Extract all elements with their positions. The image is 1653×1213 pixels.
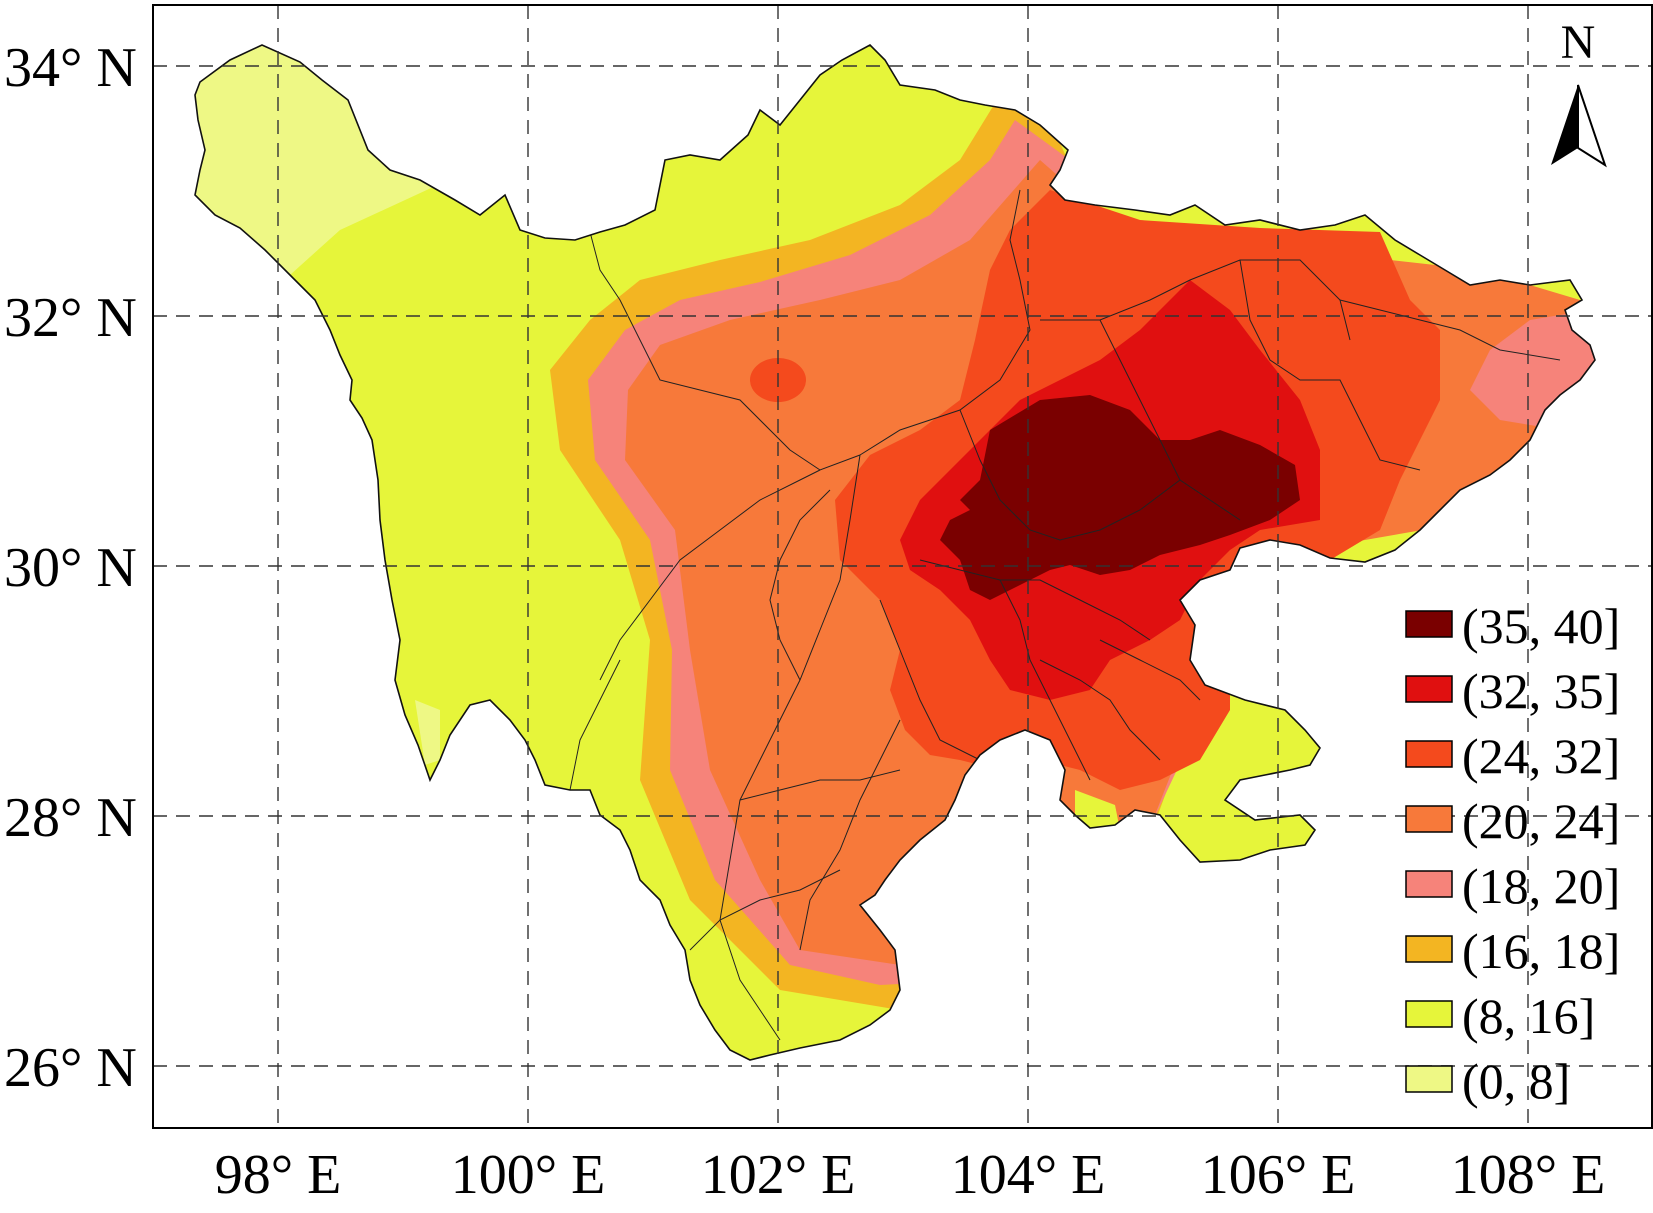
north-arrow-left-icon (1551, 85, 1578, 165)
map-frame (152, 4, 1653, 1129)
lon-label-104: 104° E (951, 1144, 1106, 1206)
legend-label: (35, 40] (1462, 598, 1620, 654)
legend-label: (32, 35] (1462, 663, 1620, 719)
legend-label: (18, 20] (1462, 858, 1620, 914)
legend-label: (24, 32] (1462, 728, 1620, 784)
lon-label-106: 106° E (1201, 1144, 1356, 1206)
lon-label-98: 98° E (215, 1144, 342, 1206)
north-arrow: N (1551, 16, 1607, 168)
longitude-labels: 98° E 100° E 102° E 104° E 106° E 108° E (215, 1144, 1606, 1206)
legend-swatch (1405, 675, 1453, 703)
graticule (153, 5, 1653, 1128)
latitude-labels: 34° N 32° N 30° N 28° N 26° N (4, 37, 137, 1099)
zone-8-16-south (1075, 790, 1120, 830)
lat-label-32: 32° N (4, 287, 137, 349)
lon-label-108: 108° E (1451, 1144, 1606, 1206)
legend-label: (20, 24] (1462, 793, 1620, 849)
lat-label-34: 34° N (4, 37, 137, 99)
legend-label: (8, 16] (1462, 988, 1595, 1044)
legend-swatch (1405, 805, 1453, 833)
district-boundaries (569, 189, 1561, 1041)
lat-label-30: 30° N (4, 537, 137, 599)
lat-label-28: 28° N (4, 787, 137, 849)
legend-swatch (1405, 870, 1453, 898)
zone-35-40 (940, 395, 1300, 600)
legend-swatch (1405, 1000, 1453, 1028)
lat-label-26: 26° N (4, 1037, 137, 1099)
legend-swatch (1405, 740, 1453, 768)
lon-label-102: 102° E (701, 1144, 856, 1206)
zone-0-8-small (415, 700, 440, 765)
legend-swatch (1405, 610, 1453, 638)
legend-label: (16, 18] (1462, 923, 1620, 979)
lon-label-100: 100° E (451, 1144, 606, 1206)
north-label: N (1561, 16, 1596, 69)
legend: (35, 40] (32, 35] (24, 32] (20, 24] (18, 20]… (1405, 598, 1620, 1109)
north-arrow-right-icon (1577, 84, 1607, 168)
legend-swatch (1405, 935, 1453, 963)
legend-swatch (1405, 1065, 1453, 1093)
legend-label: (0, 8] (1462, 1053, 1570, 1109)
